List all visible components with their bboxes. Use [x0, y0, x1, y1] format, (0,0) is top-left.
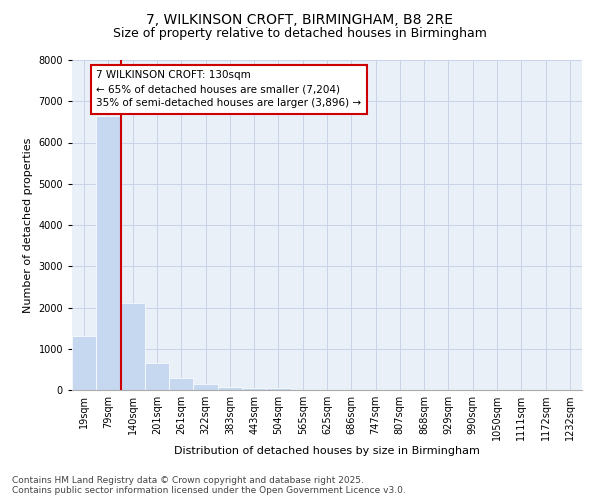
Text: 7, WILKINSON CROFT, BIRMINGHAM, B8 2RE: 7, WILKINSON CROFT, BIRMINGHAM, B8 2RE: [146, 12, 454, 26]
Text: Contains HM Land Registry data © Crown copyright and database right 2025.
Contai: Contains HM Land Registry data © Crown c…: [12, 476, 406, 495]
Bar: [266, 388, 290, 390]
Bar: [169, 378, 193, 390]
Bar: [145, 363, 169, 390]
Bar: [72, 336, 96, 390]
Text: 7 WILKINSON CROFT: 130sqm
← 65% of detached houses are smaller (7,204)
35% of se: 7 WILKINSON CROFT: 130sqm ← 65% of detac…: [96, 70, 361, 108]
Bar: [193, 384, 218, 390]
Bar: [121, 304, 145, 390]
Bar: [96, 116, 121, 390]
X-axis label: Distribution of detached houses by size in Birmingham: Distribution of detached houses by size …: [174, 446, 480, 456]
Bar: [242, 388, 266, 390]
Y-axis label: Number of detached properties: Number of detached properties: [23, 138, 33, 312]
Text: Size of property relative to detached houses in Birmingham: Size of property relative to detached ho…: [113, 28, 487, 40]
Bar: [218, 386, 242, 390]
